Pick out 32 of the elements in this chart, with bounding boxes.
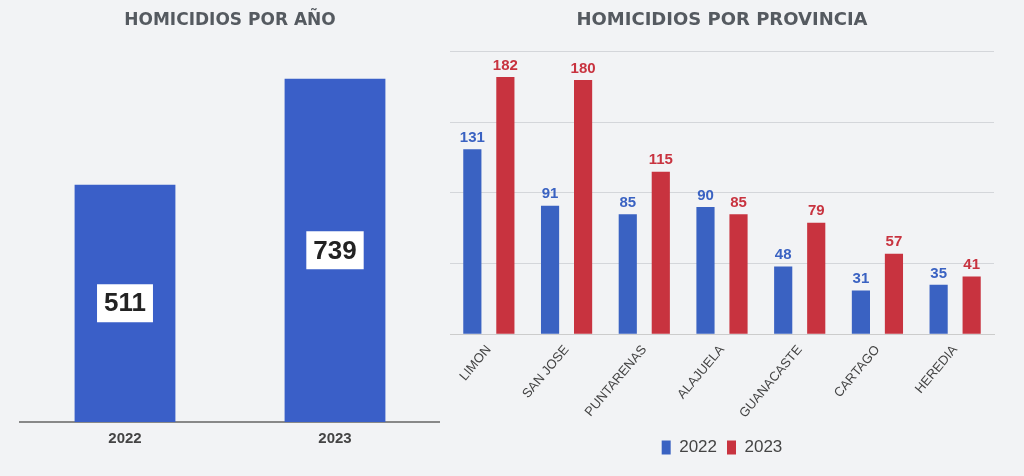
bar [496,77,515,334]
bar [729,214,748,334]
data-label: 31 [852,269,870,287]
bar [884,253,904,334]
data-label: 85 [619,192,637,210]
bar [807,222,826,334]
bar [540,205,560,334]
data-label: 91 [541,184,559,202]
data-label: 79 [807,201,825,219]
data-label: 182 [492,55,518,73]
data-label: 85 [730,192,747,210]
data-label: 511 [104,287,146,318]
data-label: 41 [963,255,980,273]
data-label: 48 [774,245,792,263]
bar [574,79,593,334]
bar [851,290,870,334]
data-label: 115 [648,150,673,168]
bar [929,284,948,334]
bar [774,266,793,334]
bar [463,149,482,334]
bar [962,276,981,334]
bar [696,207,715,334]
data-label: 35 [930,263,947,281]
data-label: 739 [313,234,357,265]
bar [618,214,637,334]
data-label: 57 [885,232,903,250]
chart-title: HOMICIDIOS POR PROVINCIA [576,8,868,30]
data-label: 131 [459,127,485,145]
bar [651,171,670,334]
data-label: 90 [697,185,714,203]
data-label: 180 [570,58,596,76]
chart-title: HOMICIDIOS POR AÑO [124,6,336,29]
